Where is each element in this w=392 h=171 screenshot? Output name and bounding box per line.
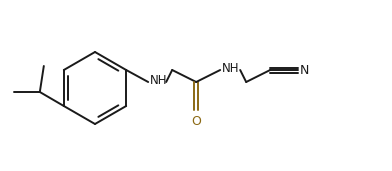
Text: N: N xyxy=(300,63,310,76)
Text: NH: NH xyxy=(222,62,240,76)
Text: O: O xyxy=(191,115,201,128)
Text: NH: NH xyxy=(150,75,168,88)
